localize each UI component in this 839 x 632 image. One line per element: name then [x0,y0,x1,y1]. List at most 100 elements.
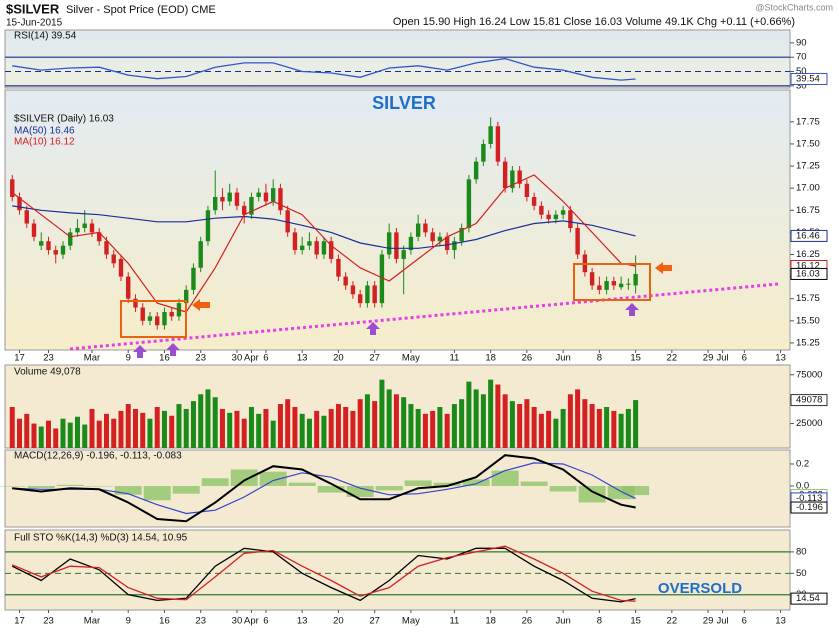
rsi-label: RSI(14) 39.54 [14,31,77,42]
value-tag-label: 39.54 [796,74,820,85]
x-tick-label: 13 [775,353,786,364]
macd-histogram-bar [549,485,577,492]
candle-body [589,272,595,286]
y-tick-label: 90 [796,37,807,48]
x-tick-label: 6 [742,616,747,627]
candle-body [147,316,153,321]
macd-histogram-bar [259,471,287,486]
volume-bar [183,408,189,448]
value-tag-label: 49078 [796,395,822,406]
y-tick-label: 30 [796,80,807,91]
candle-body [155,316,160,326]
volume-bar [212,397,218,448]
x-tick-label: 22 [667,353,678,364]
x-tick-label: 15 [630,616,641,627]
candle-body [328,241,334,259]
x-tick-label: Mar [84,616,100,627]
volume-bar [386,389,392,448]
candle-body [39,241,44,246]
volume-bar [60,418,66,448]
volume-bar [422,413,428,448]
x-tick-label: 9 [126,616,131,627]
volume-bar [96,420,102,448]
volume-bar [190,401,196,448]
x-tick-label: 18 [485,353,496,364]
volume-bar [299,413,305,448]
candle-body [401,250,406,259]
candle-body [46,241,51,251]
candle-body [104,241,109,255]
indicator-line [11,545,636,602]
x-tick-label: 23 [43,353,54,364]
candle-body [241,205,247,215]
x-tick-label: 23 [43,616,54,627]
arrow [366,322,380,335]
volume-bar [328,408,334,448]
volume-bar [596,408,602,448]
volume-bar [502,394,508,448]
candle-body [97,232,102,242]
volume-bar [524,399,530,448]
x-tick-label: 11 [449,616,459,627]
candle-body [481,143,486,162]
value-tag [790,592,828,605]
macd-histogram-bar [317,485,345,493]
volume-bar [270,420,276,448]
candle-body [169,311,174,317]
y-tick-label: 80 [796,546,807,557]
macd-histogram-bar [230,469,258,486]
y-tick-label: 75000 [796,369,822,380]
macd-histogram-bar [288,482,316,486]
x-tick-label: Jun [555,616,570,627]
volume-bar [125,404,131,448]
candle-body [394,232,399,259]
volume-bar [16,418,22,448]
x-tick-label: 29 [703,616,714,627]
candle-body [466,179,472,228]
macd-histogram-bar [520,481,548,486]
volume-bar [633,400,639,448]
candle-body [184,289,189,304]
y-tick-label: 70 [796,52,807,63]
arrow [655,262,672,274]
volume-bar [147,418,153,448]
volume-bar [625,408,631,448]
candle-body [531,197,537,206]
volume-bar [415,408,421,448]
candle-body [618,283,624,288]
candle-body [213,197,218,211]
volume-bar [473,389,479,448]
volume-bar [401,397,407,448]
macd-histogram-bar [56,484,84,486]
y-tick-label: 15.50 [796,315,820,326]
candle-body [270,188,276,202]
x-tick-label: 20 [333,616,344,627]
symbol: $SILVER [6,1,60,16]
candle-body [524,183,530,198]
chart-title: SILVER [372,93,436,113]
arrow [192,299,210,311]
candle-body [430,232,435,242]
value-tag [790,394,828,407]
volume-label: Volume 49,078 [14,367,81,378]
volume-bar [517,404,523,448]
candle-body [452,241,457,251]
candle-body [60,245,66,255]
trend-line [69,282,779,351]
candle-body [191,267,196,290]
price-legend: $SILVER (Daily) 16.03 [14,114,114,125]
macd-histogram-bar [491,470,519,486]
volume-bar [74,416,80,448]
value-tag-label: 16.12 [796,261,820,272]
date: 15-Jun-2015 [6,18,63,29]
volume-bar [604,406,610,448]
candle-body [68,232,73,246]
macd-line [12,454,636,523]
candle-body [560,210,566,215]
candle-body [118,258,124,277]
moving-average [11,174,636,313]
candle-body [495,126,501,162]
volume-bar [241,418,247,448]
annotations [69,262,779,358]
volume-bar [480,394,486,448]
